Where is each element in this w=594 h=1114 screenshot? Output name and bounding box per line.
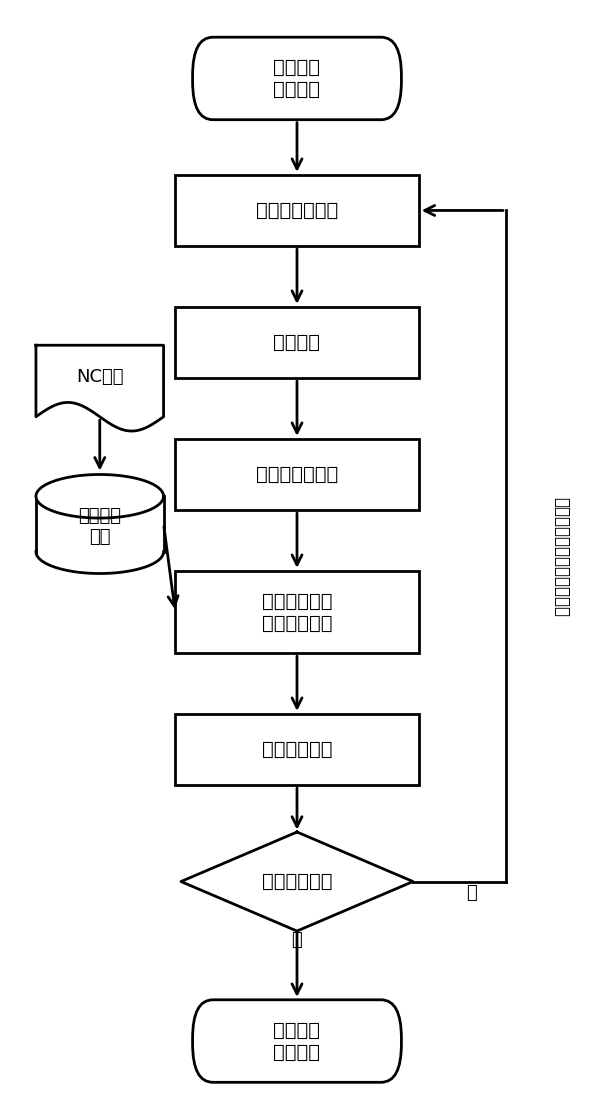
Text: 误差补偿: 误差补偿: [273, 333, 321, 352]
Text: NC代码: NC代码: [76, 368, 124, 385]
Polygon shape: [36, 475, 163, 518]
Polygon shape: [181, 832, 413, 931]
Text: 计算轨迹误差: 计算轨迹误差: [262, 740, 332, 759]
Text: 是: 是: [292, 931, 302, 949]
Bar: [175, 439, 419, 510]
Bar: [36, 496, 163, 551]
FancyBboxPatch shape: [192, 37, 402, 119]
FancyBboxPatch shape: [192, 999, 402, 1083]
Text: 理论轨迹
信息: 理论轨迹 信息: [78, 507, 121, 546]
Text: 轨迹误差
监测结束: 轨迹误差 监测结束: [273, 1020, 321, 1062]
Text: 轨迹误差
监测开始: 轨迹误差 监测开始: [273, 58, 321, 99]
Text: 加工是否结束: 加工是否结束: [262, 872, 332, 891]
Text: 否: 否: [466, 883, 476, 901]
Text: 位置环信号采集: 位置环信号采集: [256, 201, 338, 219]
Bar: [175, 714, 419, 785]
Bar: [175, 570, 419, 653]
Bar: [175, 306, 419, 379]
Bar: [175, 175, 419, 246]
Text: 确定采集点位
对应理论轨迹: 确定采集点位 对应理论轨迹: [262, 592, 332, 633]
Text: 进行下一次采集－计算循环: 进行下一次采集－计算循环: [552, 497, 570, 617]
Text: 齐次运动学变换: 齐次运动学变换: [256, 465, 338, 483]
Polygon shape: [36, 345, 163, 431]
